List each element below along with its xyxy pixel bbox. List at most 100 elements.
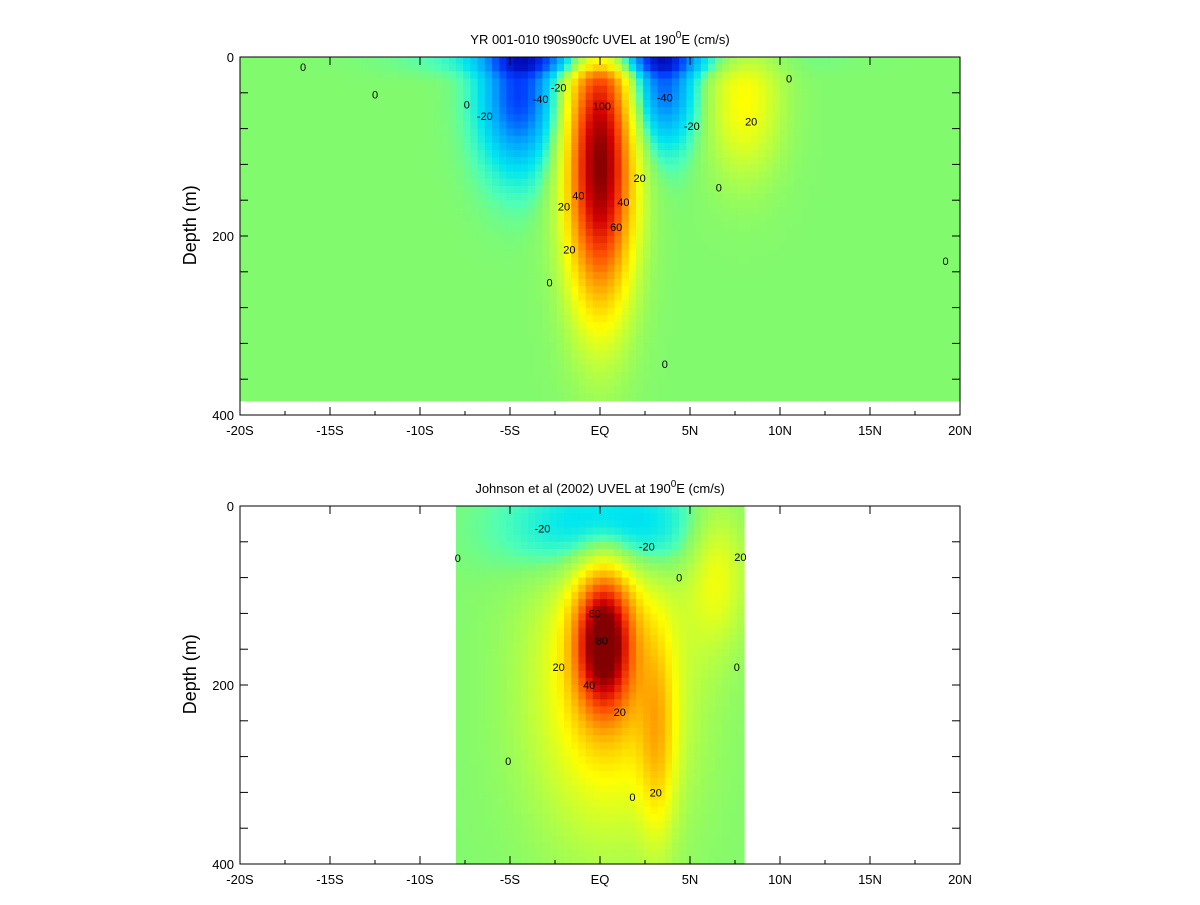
- heatmap-cell: [852, 57, 860, 65]
- heatmap-cell: [326, 329, 334, 337]
- heatmap-cell: [751, 236, 759, 244]
- heatmap-cell: [276, 386, 284, 394]
- heatmap-cell: [830, 257, 838, 265]
- heatmap-cell: [262, 179, 270, 187]
- heatmap-cell: [542, 164, 550, 172]
- heatmap-cell: [780, 229, 788, 237]
- heatmap-cell: [622, 351, 630, 359]
- heatmap-cell: [701, 114, 709, 122]
- heatmap-cell: [874, 179, 882, 187]
- heatmap-cell: [823, 322, 831, 330]
- heatmap-cell: [866, 286, 874, 294]
- heatmap-cell: [701, 365, 709, 373]
- heatmap-cell: [535, 358, 543, 366]
- heatmap-cell: [434, 336, 442, 344]
- heatmap-cell: [902, 250, 910, 258]
- heatmap-cell: [614, 351, 622, 359]
- heatmap-cell: [701, 64, 709, 72]
- heatmap-cell: [686, 372, 694, 380]
- heatmap-cell: [794, 86, 802, 94]
- heatmap-cell: [485, 257, 493, 265]
- heatmap-cell: [679, 200, 687, 208]
- heatmap-cell: [254, 322, 262, 330]
- heatmap-cell: [607, 71, 615, 79]
- heatmap-cell: [370, 250, 378, 258]
- contour-label: -40: [533, 94, 549, 106]
- heatmap-cell: [535, 57, 543, 65]
- heatmap-cell: [420, 86, 428, 94]
- heatmap-cell: [823, 300, 831, 308]
- heatmap-cell: [694, 78, 702, 86]
- heatmap-cell: [809, 351, 817, 359]
- heatmap-cell: [521, 93, 529, 101]
- heatmap-cell: [686, 394, 694, 402]
- heatmap-cell: [766, 200, 774, 208]
- heatmap-cell: [924, 179, 932, 187]
- heatmap-cell: [514, 300, 522, 308]
- heatmap-cell: [946, 215, 954, 223]
- heatmap-cell: [895, 379, 903, 387]
- heatmap-cell: [254, 315, 262, 323]
- heatmap-cell: [463, 857, 471, 865]
- heatmap-cell: [751, 136, 759, 144]
- heatmap-cell: [578, 78, 586, 86]
- heatmap-cell: [391, 143, 399, 151]
- heatmap-cell: [895, 257, 903, 265]
- heatmap-cell: [312, 343, 320, 351]
- heatmap-cell: [290, 136, 298, 144]
- heatmap-cell: [442, 136, 450, 144]
- heatmap-cell: [773, 394, 781, 402]
- heatmap-cell: [276, 379, 284, 387]
- heatmap-cell: [470, 179, 478, 187]
- heatmap-cell: [398, 121, 406, 129]
- heatmap-cell: [607, 250, 615, 258]
- heatmap-cell: [557, 372, 565, 380]
- heatmap-cell: [456, 828, 464, 836]
- heatmap-cell: [535, 143, 543, 151]
- heatmap-cell: [499, 93, 507, 101]
- heatmap-cell: [355, 143, 363, 151]
- heatmap-cell: [557, 257, 565, 265]
- heatmap-cell: [456, 379, 464, 387]
- heatmap-cell: [528, 293, 536, 301]
- heatmap-cell: [931, 107, 939, 115]
- heatmap-cell: [355, 179, 363, 187]
- heatmap-cell: [622, 172, 630, 180]
- heatmap-cell: [866, 172, 874, 180]
- heatmap-cell: [398, 358, 406, 366]
- heatmap-cell: [917, 93, 925, 101]
- heatmap-cell: [362, 229, 370, 237]
- heatmap-cell: [463, 520, 471, 528]
- heatmap-cell: [398, 78, 406, 86]
- heatmap-cell: [506, 172, 514, 180]
- heatmap-cell: [427, 86, 435, 94]
- heatmap-cell: [456, 513, 464, 521]
- heatmap-cell: [643, 300, 651, 308]
- heatmap-cell: [686, 86, 694, 94]
- heatmap-cell: [578, 114, 586, 122]
- heatmap-cell: [751, 379, 759, 387]
- heatmap-cell: [434, 172, 442, 180]
- heatmap-cell: [240, 394, 248, 402]
- heatmap-cell: [672, 64, 680, 72]
- heatmap-cell: [629, 121, 637, 129]
- heatmap-cell: [456, 621, 464, 629]
- heatmap-cell: [816, 322, 824, 330]
- heatmap-cell: [514, 372, 522, 380]
- heatmap-cell: [319, 229, 327, 237]
- heatmap-cell: [686, 222, 694, 230]
- heatmap-cell: [298, 186, 306, 194]
- heatmap-cell: [442, 150, 450, 158]
- heatmap-cell: [715, 57, 723, 65]
- heatmap-cell: [614, 329, 622, 337]
- heatmap-cell: [852, 129, 860, 137]
- heatmap-cell: [622, 272, 630, 280]
- heatmap-cell: [931, 236, 939, 244]
- heatmap-cell: [845, 172, 853, 180]
- heatmap-cell: [953, 207, 961, 215]
- heatmap-cell: [254, 286, 262, 294]
- heatmap-cell: [931, 250, 939, 258]
- heatmap-cell: [485, 164, 493, 172]
- heatmap-cell: [514, 315, 522, 323]
- heatmap-cell: [794, 114, 802, 122]
